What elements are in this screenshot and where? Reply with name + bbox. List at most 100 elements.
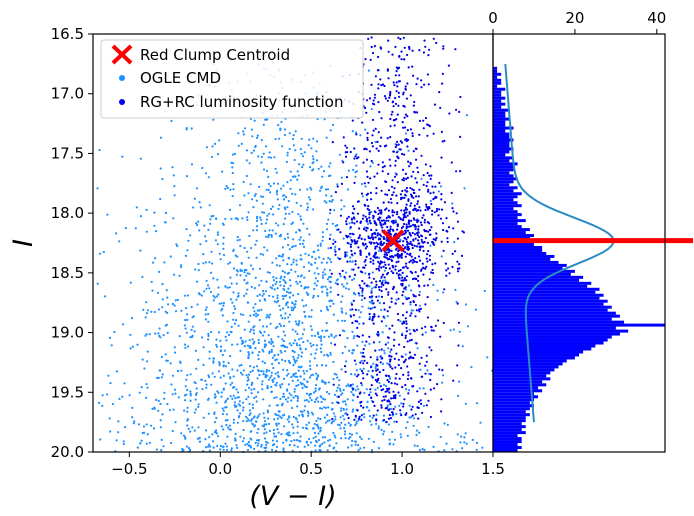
rgrc-point	[351, 232, 354, 235]
ogle-cmd-point	[235, 405, 238, 408]
rgrc-point	[372, 414, 375, 417]
rgrc-point	[389, 228, 392, 231]
ogle-cmd-point	[277, 374, 280, 377]
rgrc-point	[459, 95, 462, 99]
ogle-cmd-point	[230, 282, 233, 285]
ogle-cmd-point	[209, 290, 213, 294]
ogle-cmd-point	[384, 279, 387, 282]
ogle-cmd-point	[222, 364, 225, 367]
ogle-cmd-point	[260, 370, 263, 373]
rgrc-point	[361, 279, 364, 283]
ogle-cmd-point	[226, 419, 229, 422]
ogle-cmd-point	[325, 194, 328, 197]
rgrc-point	[455, 212, 458, 215]
rgrc-point	[428, 254, 431, 257]
ogle-cmd-point	[429, 244, 432, 247]
ogle-cmd-point	[299, 375, 302, 378]
rgrc-point	[368, 213, 371, 216]
rgrc-point	[387, 201, 390, 204]
rgrc-point	[389, 403, 392, 406]
rgrc-point	[377, 238, 380, 241]
ogle-cmd-point	[301, 386, 304, 389]
rgrc-point	[396, 85, 399, 88]
rgrc-point	[403, 116, 406, 119]
rgrc-point	[365, 193, 368, 196]
histogram-bar	[493, 228, 530, 232]
ogle-cmd-point	[325, 305, 328, 309]
rgrc-point	[404, 126, 407, 129]
ogle-cmd-point	[225, 445, 229, 448]
ogle-cmd-point	[205, 146, 208, 149]
ogle-cmd-point	[344, 403, 347, 406]
ogle-cmd-point	[350, 373, 353, 376]
rgrc-point	[345, 176, 349, 179]
rgrc-point	[380, 320, 383, 323]
rgrc-point	[361, 334, 364, 337]
ogle-cmd-point	[286, 151, 289, 154]
rgrc-point	[358, 234, 361, 237]
rgrc-point	[387, 388, 390, 391]
ogle-cmd-point	[461, 345, 464, 348]
rgrc-point	[425, 203, 428, 206]
ogle-cmd-point	[171, 166, 174, 169]
ogle-cmd-point	[290, 263, 293, 266]
ogle-cmd-point	[282, 448, 285, 452]
ogle-cmd-point	[222, 247, 225, 250]
ogle-cmd-point	[314, 334, 317, 337]
rgrc-point	[403, 277, 407, 280]
ogle-cmd-point	[277, 335, 280, 338]
ogle-cmd-point	[264, 229, 267, 233]
rgrc-point	[420, 327, 424, 330]
rgrc-point	[426, 260, 429, 263]
ogle-cmd-point	[302, 239, 305, 242]
rgrc-point	[394, 102, 398, 105]
ogle-cmd-point	[204, 379, 207, 382]
ogle-cmd-point	[341, 159, 344, 162]
ogle-cmd-point	[194, 268, 197, 271]
ogle-cmd-point	[377, 427, 380, 430]
rgrc-point	[394, 145, 397, 149]
histogram-bars	[493, 66, 665, 452]
ogle-cmd-point	[254, 276, 257, 279]
rgrc-point	[430, 174, 433, 177]
ogle-cmd-point	[297, 324, 300, 327]
ogle-cmd-point	[231, 162, 235, 165]
ogle-cmd-point	[265, 423, 268, 426]
rgrc-point	[389, 360, 392, 363]
histogram-bar	[493, 287, 600, 291]
ogle-cmd-point	[231, 343, 234, 346]
rgrc-point	[424, 163, 427, 166]
rgrc-point	[378, 288, 381, 291]
ogle-cmd-point	[274, 372, 277, 375]
ogle-cmd-point	[371, 271, 374, 274]
ogle-cmd-point	[361, 384, 364, 387]
ogle-cmd-point	[276, 297, 279, 300]
ogle-cmd-point	[422, 387, 425, 390]
ogle-cmd-point	[320, 350, 323, 354]
ogle-cmd-point	[314, 352, 317, 355]
ogle-cmd-point	[220, 309, 223, 312]
ogle-cmd-point	[298, 188, 302, 191]
ogle-cmd-point	[190, 163, 194, 166]
ogle-cmd-point	[142, 308, 145, 311]
ogle-cmd-point	[191, 325, 194, 328]
rgrc-point	[348, 275, 351, 278]
ogle-cmd-point	[424, 331, 427, 334]
ogle-cmd-point	[236, 235, 239, 239]
histogram-bar	[493, 353, 579, 357]
ogle-cmd-point	[299, 148, 302, 151]
ogle-cmd-point	[314, 261, 317, 264]
ogle-cmd-point	[202, 346, 205, 349]
ogle-cmd-point	[255, 315, 258, 318]
ogle-cmd-point	[361, 305, 364, 308]
ogle-cmd-point	[264, 373, 267, 376]
ogle-cmd-point	[202, 262, 205, 265]
ogle-cmd-point	[145, 383, 148, 386]
ogle-cmd-point	[237, 294, 240, 297]
ogle-cmd-point	[289, 179, 292, 182]
rgrc-point	[419, 399, 422, 402]
rgrc-point	[373, 306, 376, 309]
ogle-cmd-point	[336, 386, 339, 389]
ogle-cmd-point	[294, 300, 297, 303]
ogle-cmd-point	[237, 144, 240, 147]
